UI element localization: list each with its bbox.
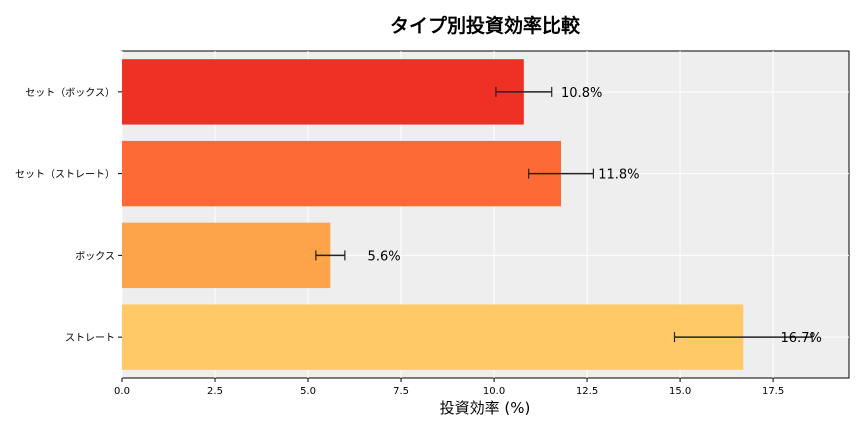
- bar: [122, 59, 524, 125]
- x-tick-label: 17.5: [762, 386, 784, 397]
- data-label: 16.7%: [781, 331, 822, 346]
- x-tick-label: 0.0: [114, 386, 130, 397]
- x-tick-label: 12.5: [576, 386, 598, 397]
- bar: [122, 304, 744, 370]
- x-tick-label: 5.0: [300, 386, 316, 397]
- chart-title: タイプ別投資効率比較: [390, 14, 581, 37]
- data-label: 11.8%: [598, 168, 639, 183]
- y-tick-label: セット（ボックス）: [25, 87, 115, 99]
- bar: [122, 222, 331, 289]
- x-tick-label: 2.5: [207, 386, 223, 397]
- data-label: 5.6%: [368, 249, 401, 264]
- y-tick-label: ストレート: [65, 333, 115, 344]
- y-tick-label: セット（ストレート）: [15, 169, 115, 181]
- x-tick-label: 15.0: [669, 386, 691, 397]
- x-tick-label: 7.5: [393, 386, 409, 397]
- x-axis-label: 投資効率 (%): [440, 399, 531, 417]
- bar: [122, 140, 562, 207]
- data-label: 10.8%: [561, 86, 602, 101]
- y-tick-label: ボックス: [75, 250, 115, 262]
- x-tick-label: 10.0: [483, 386, 505, 397]
